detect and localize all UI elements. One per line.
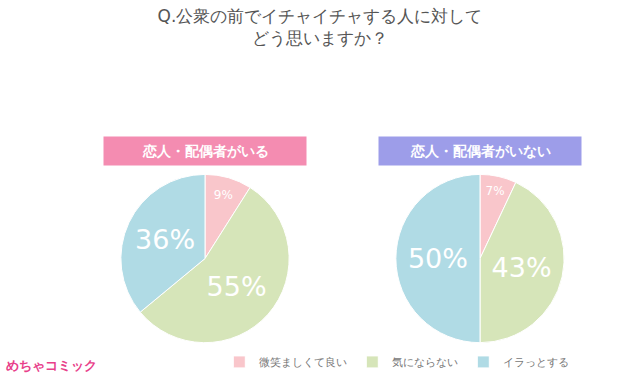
svg-text:めちゃコミック: めちゃコミック: [6, 358, 97, 373]
svg-text:微笑ましくて良い: 微笑ましくて良い: [259, 356, 347, 369]
svg-text:Q.公衆の前でイチャイチャする人に対してどう思いますか？: Q.公衆の前でイチャイチャする人に対してどう思いますか？: [158, 6, 483, 48]
svg-text:9%: 9%: [214, 188, 233, 202]
svg-text:恋人・配偶者がいる: 恋人・配偶者がいる: [142, 143, 269, 159]
svg-text:43%: 43%: [492, 252, 552, 283]
svg-text:55%: 55%: [207, 271, 267, 302]
svg-text:7%: 7%: [486, 184, 505, 198]
svg-text:イラっとする: イラっとする: [503, 356, 569, 369]
svg-text:恋人・配偶者がいない: 恋人・配偶者がいない: [410, 143, 551, 159]
svg-text:気にならない: 気にならない: [392, 356, 458, 369]
svg-text:36%: 36%: [135, 224, 195, 255]
svg-text:50%: 50%: [408, 243, 468, 274]
